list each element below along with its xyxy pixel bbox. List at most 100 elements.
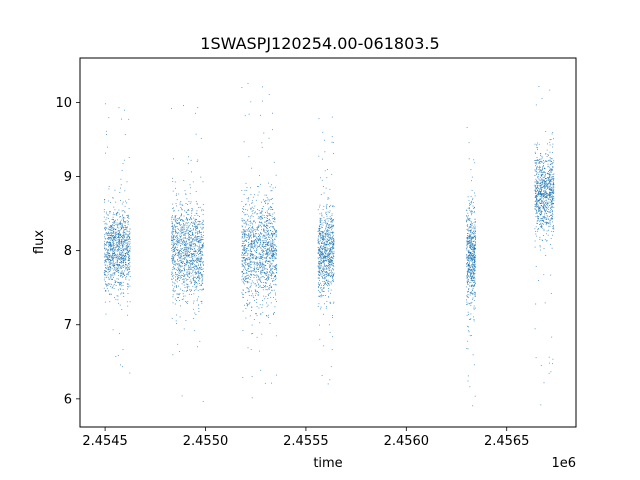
data-point xyxy=(105,232,107,234)
data-point xyxy=(252,295,254,297)
data-point xyxy=(185,243,186,245)
data-point xyxy=(264,225,265,227)
data-point xyxy=(180,220,181,221)
data-point xyxy=(272,231,274,232)
data-point xyxy=(194,251,196,253)
data-point xyxy=(248,227,250,228)
data-point xyxy=(178,277,180,278)
data-point xyxy=(115,238,117,240)
data-point xyxy=(266,278,267,279)
data-point xyxy=(469,235,471,237)
data-point xyxy=(177,218,179,219)
data-point xyxy=(187,209,188,211)
data-point xyxy=(190,248,192,250)
data-point xyxy=(320,251,321,252)
data-point xyxy=(535,216,537,217)
data-point xyxy=(263,271,265,273)
data-point xyxy=(120,252,122,254)
data-point xyxy=(248,262,249,264)
data-point xyxy=(111,239,113,241)
data-point xyxy=(193,276,195,278)
data-point xyxy=(177,240,179,242)
data-point xyxy=(182,280,184,282)
data-point xyxy=(193,279,194,281)
data-point xyxy=(258,226,259,228)
data-point xyxy=(266,289,268,291)
data-point xyxy=(319,226,321,228)
data-point xyxy=(252,293,254,295)
data-point xyxy=(319,251,321,252)
data-point xyxy=(328,198,330,200)
data-point xyxy=(195,265,197,266)
data-point xyxy=(255,240,257,241)
data-point xyxy=(473,231,474,232)
data-point xyxy=(330,366,332,368)
data-point xyxy=(127,286,129,287)
data-point xyxy=(326,236,328,237)
data-point xyxy=(245,234,247,236)
data-point xyxy=(269,249,271,251)
data-point xyxy=(127,234,129,236)
data-point xyxy=(250,231,251,233)
data-point xyxy=(473,266,475,268)
data-point xyxy=(273,297,274,298)
data-point xyxy=(107,267,109,268)
data-point xyxy=(256,249,258,251)
data-point xyxy=(262,300,263,301)
data-point xyxy=(260,262,261,264)
data-point xyxy=(117,257,119,259)
data-point xyxy=(192,240,194,242)
data-point xyxy=(174,210,175,212)
data-point xyxy=(245,292,247,293)
data-point xyxy=(470,260,472,262)
data-point xyxy=(114,263,115,265)
data-point xyxy=(119,233,120,235)
data-point xyxy=(127,222,129,224)
data-point xyxy=(469,236,470,237)
data-point xyxy=(199,253,201,254)
data-point xyxy=(109,230,111,232)
data-point xyxy=(200,249,201,250)
data-point xyxy=(260,114,261,116)
data-point xyxy=(467,250,469,252)
data-point xyxy=(472,258,474,260)
data-point xyxy=(270,245,272,247)
data-point xyxy=(469,275,471,276)
data-point xyxy=(324,258,326,260)
data-point xyxy=(109,250,111,252)
data-point xyxy=(468,271,470,273)
data-point xyxy=(265,217,267,219)
data-point xyxy=(123,241,125,243)
data-point xyxy=(125,264,126,265)
data-point xyxy=(256,336,258,338)
data-point xyxy=(127,215,129,217)
data-point xyxy=(106,275,108,277)
data-point xyxy=(270,226,272,227)
data-point xyxy=(258,253,260,255)
data-point xyxy=(266,200,268,202)
data-point xyxy=(330,240,332,242)
data-point xyxy=(472,267,473,268)
data-point xyxy=(172,258,174,260)
data-point xyxy=(263,282,265,283)
data-point xyxy=(191,221,193,223)
data-point xyxy=(194,243,196,244)
data-point xyxy=(251,273,253,275)
data-point xyxy=(472,257,473,259)
data-point xyxy=(115,240,116,241)
data-point xyxy=(245,259,246,261)
data-point xyxy=(125,257,126,259)
data-point xyxy=(123,234,124,236)
data-point xyxy=(107,251,108,253)
data-point xyxy=(320,240,321,242)
data-point xyxy=(267,242,268,244)
data-point xyxy=(473,264,475,266)
data-point xyxy=(120,239,122,240)
data-point xyxy=(117,270,119,271)
data-point xyxy=(120,274,121,276)
data-point xyxy=(267,233,269,235)
data-point xyxy=(472,242,474,244)
data-point xyxy=(330,251,332,253)
data-point xyxy=(111,274,112,276)
data-point xyxy=(258,258,260,259)
